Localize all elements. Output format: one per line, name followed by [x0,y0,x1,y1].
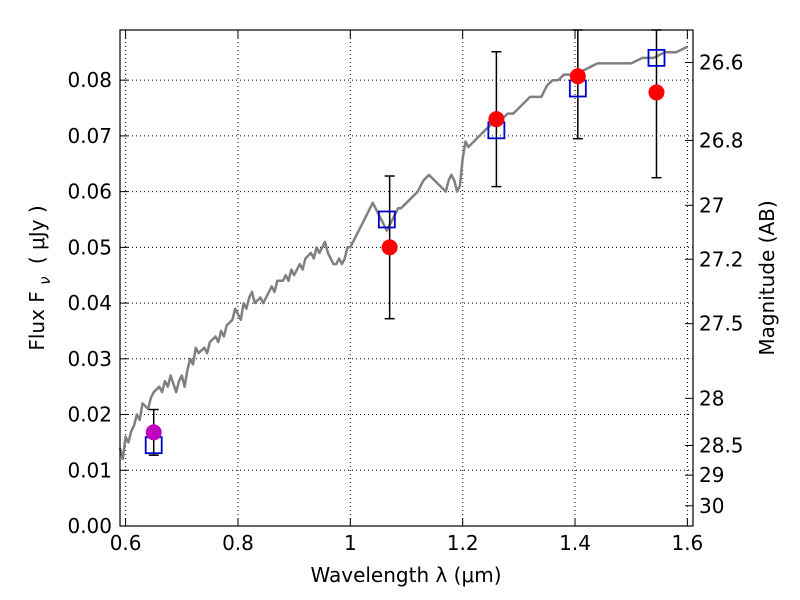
y-tick-label: 0.02 [67,403,112,427]
observed-flux-point [648,84,665,101]
y-axis-label: Flux F ν ( μJy ) [25,205,55,350]
magnitude-tick-label: 27.5 [699,312,744,336]
y-axis-label-text: Flux F [25,291,49,350]
model-photometry-square [647,48,666,67]
y-axis-label-subscript: ν [36,276,54,284]
observed-flux-markers [145,68,665,441]
y-tick-label: 0.08 [67,68,112,92]
model-sed-line-group [118,45,688,461]
y-tick-label: 0.04 [67,291,112,315]
x-axis-label: Wavelength λ (μm) [310,563,501,587]
observed-flux-point [569,68,586,85]
x-tick-label: 0.6 [110,531,142,555]
plot-frame [119,29,694,527]
magnitude-ticks: 26.6 26.8 27 27.2 27.5 28 28.5 29 30 [685,50,744,518]
x-tick-label: 1 [344,531,357,555]
errorbars [148,29,662,456]
x-tick-label: 1.6 [671,531,703,555]
magnitude-tick-label: 30 [699,494,724,518]
observed-flux-point [488,111,505,128]
x-ticks: 0.6 0.8 1 1.2 1.4 1.6 [110,30,703,555]
y-ticks: 0.00 0.01 0.02 0.03 0.04 0.05 0.06 0.07 0.08 [67,68,128,538]
y-axis-label-unit: ( μJy ) [25,205,49,264]
model-sed-line [118,45,688,461]
magnitude-tick-label: 29 [699,463,724,487]
magnitude-tick-label: 28 [699,386,724,410]
magnitude-axis-label: Magnitude (AB) [755,200,779,355]
y-tick-label: 0.07 [67,124,112,148]
model-photometry-markers [144,48,666,455]
magnitude-tick-label: 28.5 [699,433,744,457]
grid [120,30,693,527]
observed-flux-point [381,239,398,256]
magnitude-tick-label: 27.2 [699,247,744,271]
x-tick-label: 1.4 [559,531,591,555]
y-tick-label: 0.00 [67,514,112,538]
y-tick-label: 0.06 [67,180,112,204]
magnitude-tick-label: 26.8 [699,128,744,152]
x-tick-label: 0.8 [222,531,254,555]
magnitude-tick-label: 26.6 [699,50,744,74]
y-tick-label: 0.01 [67,458,112,482]
observed-flux-point [145,424,162,441]
y-tick-label: 0.05 [67,235,112,259]
y-tick-label: 0.03 [67,347,112,371]
x-tick-label: 1.2 [447,531,479,555]
magnitude-tick-label: 27 [699,193,724,217]
model-photometry-square [377,210,396,229]
